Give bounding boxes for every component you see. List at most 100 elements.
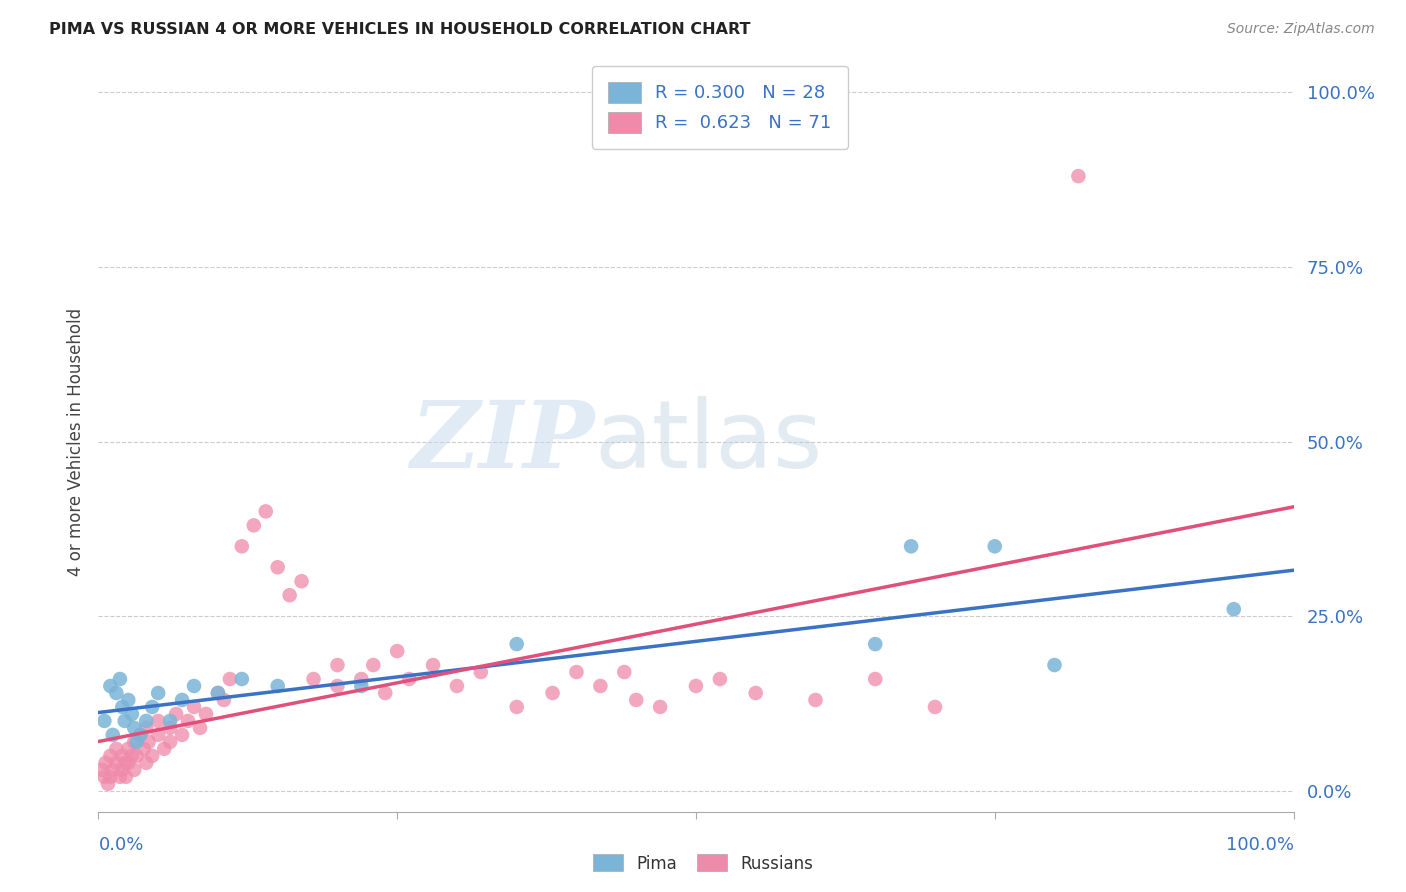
Point [1067, 169, 1090, 183]
Point [541, 686, 564, 700]
Point [207, 686, 229, 700]
Point [267, 679, 290, 693]
Point [148, 686, 170, 700]
Point [93, 770, 115, 784]
Point [108, 672, 131, 686]
Point [105, 686, 128, 700]
Point [326, 658, 349, 673]
Point [350, 672, 373, 686]
Point [124, 763, 146, 777]
Point [165, 706, 187, 721]
Point [506, 637, 529, 651]
Point [278, 588, 301, 602]
Point [135, 721, 157, 735]
Point [141, 748, 163, 763]
Point [650, 700, 672, 714]
Text: 0.0%: 0.0% [98, 836, 143, 855]
Point [363, 658, 385, 673]
Point [105, 756, 128, 770]
Point [172, 693, 194, 707]
Point [302, 672, 325, 686]
Text: Source: ZipAtlas.com: Source: ZipAtlas.com [1227, 22, 1375, 37]
Point [101, 728, 124, 742]
Text: atlas: atlas [595, 395, 823, 488]
Point [159, 721, 181, 735]
Point [865, 637, 887, 651]
Point [924, 700, 946, 714]
Point [177, 714, 200, 728]
Point [188, 721, 211, 735]
Point [685, 679, 707, 693]
Point [111, 700, 134, 714]
Point [129, 728, 152, 742]
Y-axis label: 4 or more Vehicles in Household: 4 or more Vehicles in Household [66, 308, 84, 575]
Point [117, 693, 139, 707]
Point [135, 714, 157, 728]
Point [153, 742, 176, 756]
Point [219, 672, 242, 686]
Point [94, 756, 117, 770]
Point [97, 777, 120, 791]
Point [709, 672, 731, 686]
Point [1043, 658, 1066, 673]
Point [132, 742, 155, 756]
Point [212, 693, 235, 707]
Text: 100.0%: 100.0% [1226, 836, 1294, 855]
Point [374, 686, 396, 700]
Point [326, 679, 349, 693]
Point [291, 574, 314, 589]
Point [470, 665, 492, 679]
Point [138, 735, 160, 749]
Point [98, 679, 122, 693]
Point [121, 706, 143, 721]
Point [129, 728, 152, 742]
Point [422, 658, 444, 673]
Point [135, 756, 157, 770]
Point [267, 560, 290, 574]
Point [93, 714, 115, 728]
Point [114, 756, 136, 770]
Point [350, 679, 373, 693]
Point [506, 700, 529, 714]
Point [141, 700, 163, 714]
Legend: Pima, Russians: Pima, Russians [586, 847, 820, 880]
Point [589, 679, 612, 693]
Point [148, 714, 170, 728]
Point [231, 539, 253, 553]
Point [105, 742, 128, 756]
Point [254, 504, 277, 518]
Legend: R = 0.300   N = 28, R =  0.623   N = 71: R = 0.300 N = 28, R = 0.623 N = 71 [592, 66, 848, 149]
Point [984, 539, 1007, 553]
Point [115, 770, 138, 784]
Point [865, 672, 887, 686]
Point [91, 763, 114, 777]
Point [159, 714, 181, 728]
Point [108, 770, 131, 784]
Point [125, 735, 148, 749]
Point [183, 679, 205, 693]
Point [183, 700, 205, 714]
Point [159, 735, 181, 749]
Point [626, 693, 648, 707]
Point [111, 763, 134, 777]
Point [125, 748, 148, 763]
Point [117, 742, 139, 756]
Point [900, 539, 922, 553]
Point [446, 679, 468, 693]
Point [172, 728, 194, 742]
Point [398, 672, 420, 686]
Point [613, 665, 636, 679]
Point [114, 714, 136, 728]
Point [124, 721, 146, 735]
Point [207, 686, 229, 700]
Point [804, 693, 827, 707]
Point [98, 770, 122, 784]
Point [117, 756, 139, 770]
Point [745, 686, 768, 700]
Point [124, 735, 146, 749]
Point [231, 672, 253, 686]
Point [1223, 602, 1246, 616]
Point [101, 763, 124, 777]
Point [111, 748, 134, 763]
Text: ZIP: ZIP [411, 397, 595, 486]
